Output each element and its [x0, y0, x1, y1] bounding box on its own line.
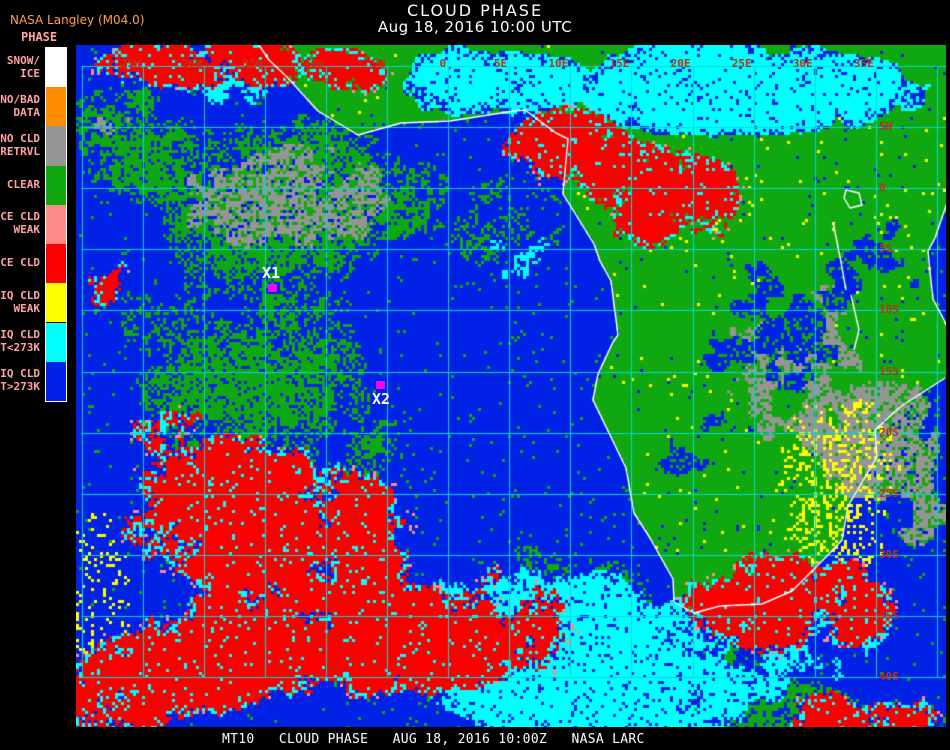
legend-swatch-liq-cld-cold — [46, 322, 66, 362]
legend-swatch-clear — [46, 165, 66, 205]
longitude-label-0: 0 — [439, 57, 447, 70]
legend-label-ice-cld: ICE CLD — [0, 256, 40, 270]
latitude-label-30S: 30S — [879, 547, 899, 561]
legend-label-no-cld-retrvl: NO CLD RETRVL — [0, 131, 40, 158]
marker-label-x2: X2 — [372, 390, 391, 408]
longitude-label-5W: 5W — [371, 57, 385, 70]
longitude-label-10W: 10W — [304, 57, 324, 70]
footer-annotation: MT10 CLOUD PHASE AUG 18, 2016 10:00Z NAS… — [222, 732, 645, 747]
legend-swatch-ice-cld — [46, 244, 66, 284]
latitude-label-0: 0 — [879, 181, 886, 195]
marker-point-x1 — [268, 284, 277, 292]
longitude-label-30E: 30E — [792, 57, 813, 70]
latitude-label-10S: 10S — [879, 303, 899, 317]
longitude-label-15W: 15W — [242, 57, 263, 70]
legend-swatch-no-cld-retrvl — [46, 126, 66, 166]
longitude-label-20W: 20W — [181, 57, 202, 70]
legend-swatch-snow-ice — [46, 48, 66, 88]
footer-bar: MT10 CLOUD PHASE AUG 18, 2016 10:00Z NAS… — [0, 728, 950, 750]
latitude-label-15S: 15S — [879, 364, 899, 378]
longitude-label-15E: 15E — [609, 57, 630, 70]
latitude-label-5N: 5N — [879, 120, 893, 134]
marker-point-x2 — [376, 381, 385, 389]
latitude-label-35S: 35S — [879, 608, 899, 622]
phase-color-bar — [45, 47, 67, 402]
longitude-label-10E: 10E — [548, 57, 569, 70]
legend-swatch-no-bad-data — [46, 87, 66, 127]
map-area: 25W 20W 15W 10W 5W 0 5E 10E 15E 20E 25E 30E 35E 5N 0 5S… — [76, 45, 946, 727]
legend-swatch-liq-cld-weak — [46, 283, 66, 323]
longitude-label-35E: 35E — [853, 57, 874, 70]
legend-title: PHASE — [21, 30, 58, 44]
longitude-label-25E: 25E — [731, 57, 752, 70]
legend-label-clear: CLEAR — [6, 177, 40, 191]
longitude-label-5E: 5E — [493, 57, 508, 70]
longitude-label-20E: 20E — [670, 57, 691, 70]
latitude-label-5S: 5S — [879, 242, 893, 256]
page-title: CLOUD PHASE — [406, 1, 544, 20]
cloud-phase-map — [76, 45, 946, 727]
legend-swatch-ice-cld-weak — [46, 204, 66, 245]
latitude-label-20S: 20S — [879, 425, 899, 439]
timestamp-subtitle: Aug 18, 2016 10:00 UTC — [377, 18, 573, 36]
nasa-langley-brand: NASA Langley (M04.0) — [10, 13, 145, 27]
latitude-label-40S: 40S — [879, 670, 899, 683]
marker-label-x1: X1 — [262, 264, 281, 282]
legend-label-snow-ice: SNOW/ICE — [6, 53, 40, 80]
legend-swatch-liq-cld-warm — [46, 361, 66, 401]
latitude-label-25S: 25S — [879, 486, 899, 500]
legend-label-no-bad-data: NO/BAD DATA — [0, 92, 40, 119]
longitude-label-25W: 25W — [120, 57, 141, 70]
